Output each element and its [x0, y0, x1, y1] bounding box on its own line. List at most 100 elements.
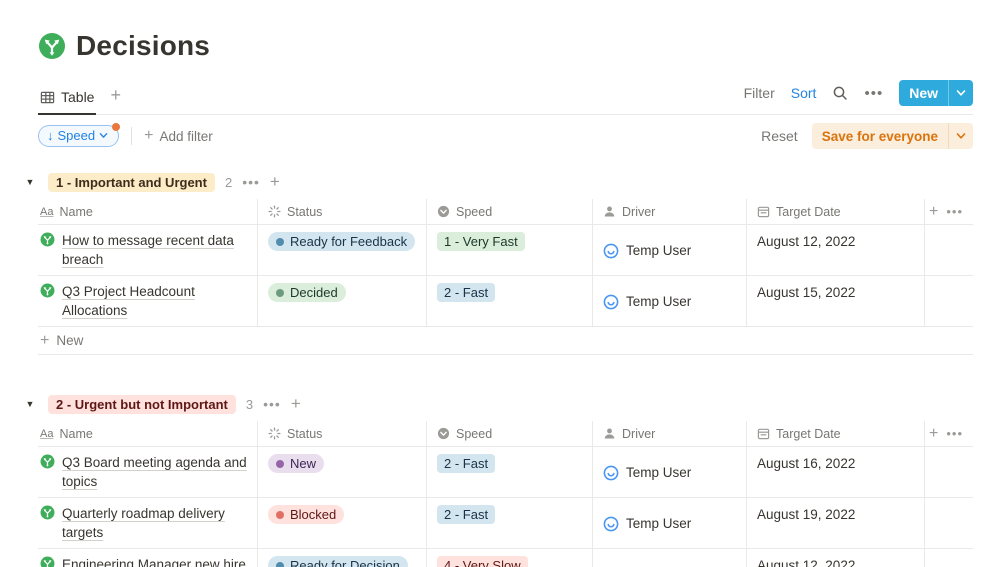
status-cell[interactable]: Ready for Feedback [258, 225, 427, 275]
column-header-status[interactable]: Status [258, 199, 427, 224]
calendar-icon [757, 427, 770, 440]
decisions-icon [40, 232, 55, 247]
decisions-icon[interactable] [38, 32, 66, 60]
name-cell[interactable]: Q3 Board meeting agenda and topics [38, 447, 258, 497]
select-icon [437, 205, 450, 218]
avatar [603, 516, 619, 532]
sort-chip-speed[interactable]: ↓ Speed [38, 123, 121, 147]
decisions-icon [40, 283, 55, 298]
name-cell[interactable]: Engineering Manager new hire approval [38, 549, 258, 567]
table-row: Q3 Project Headcount Allocations Decided… [38, 276, 973, 327]
target-date-cell[interactable]: August 16, 2022 [747, 447, 925, 497]
status-cell[interactable]: New [258, 447, 427, 497]
driver-cell[interactable]: Temp User [593, 447, 747, 497]
column-header-driver[interactable]: Driver [593, 199, 747, 224]
table-more-icon[interactable]: ••• [946, 204, 963, 219]
column-header-target-date[interactable]: Target Date [747, 421, 925, 446]
status-icon [268, 427, 281, 440]
sort-chip-label: Speed [57, 128, 96, 143]
column-header-speed[interactable]: Speed [427, 421, 593, 446]
name-cell[interactable]: Quarterly roadmap delivery targets [38, 498, 258, 548]
add-column-icon[interactable]: + [929, 424, 939, 442]
target-date-cell[interactable]: August 12, 2022 [747, 549, 925, 567]
status-cell[interactable]: Ready for Decision [258, 549, 427, 567]
column-header-name[interactable]: Aa Name [38, 421, 258, 446]
group-urgent-not-important: ▼ 2 - Urgent but not Important 3 ••• + A… [26, 391, 973, 567]
speed-cell[interactable]: 2 - Fast [427, 447, 593, 497]
decisions-icon [40, 556, 55, 567]
view-tab-bar: Table + Filter Sort ••• New [38, 80, 973, 115]
decisions-icon [40, 454, 55, 469]
tab-table[interactable]: Table [38, 85, 97, 115]
column-header-status[interactable]: Status [258, 421, 427, 446]
group-more-icon[interactable]: ••• [242, 174, 260, 190]
add-filter-button[interactable]: + Add filter [144, 127, 213, 144]
driver-cell[interactable]: Temp User [593, 549, 747, 567]
add-view-button[interactable]: + [110, 85, 121, 105]
group-add-row-icon[interactable]: + [269, 172, 280, 191]
table-more-icon[interactable]: ••• [946, 426, 963, 441]
tab-table-label: Table [61, 89, 95, 105]
status-icon [268, 205, 281, 218]
new-row-button[interactable]: + New [38, 327, 973, 355]
table-header-row: Aa Name Status Speed Driver Target Date +… [38, 199, 973, 225]
speed-cell[interactable]: 1 - Very Fast [427, 225, 593, 275]
plus-icon: + [40, 331, 50, 349]
group-collapse-toggle[interactable]: ▼ [25, 399, 35, 409]
group-title-pill[interactable]: 1 - Important and Urgent [48, 172, 215, 192]
target-date-cell[interactable]: August 15, 2022 [747, 276, 925, 326]
calendar-icon [757, 205, 770, 218]
name-cell[interactable]: Q3 Project Headcount Allocations [38, 276, 258, 326]
group-row-count: 3 [245, 396, 254, 412]
column-header-target-date[interactable]: Target Date [747, 199, 925, 224]
new-dropdown-button[interactable] [949, 80, 973, 106]
more-options-icon[interactable]: ••• [864, 84, 884, 102]
save-button-divider [948, 123, 949, 149]
column-header-actions: + ••• [925, 421, 973, 446]
column-header-driver[interactable]: Driver [593, 421, 747, 446]
text-icon: Aa [40, 427, 54, 440]
speed-cell[interactable]: 2 - Fast [427, 498, 593, 548]
save-dropdown-button[interactable] [949, 123, 973, 149]
status-dot [276, 510, 284, 519]
group-add-row-icon[interactable]: + [290, 394, 301, 413]
column-header-speed[interactable]: Speed [427, 199, 593, 224]
save-for-everyone-button[interactable]: Save for everyone [821, 128, 938, 144]
avatar [603, 465, 619, 481]
driver-cell[interactable]: Temp User [593, 498, 747, 548]
speed-cell[interactable]: 4 - Very Slow [427, 549, 593, 567]
name-cell[interactable]: How to message recent data breach [38, 225, 258, 275]
select-icon [437, 427, 450, 440]
page-title: Decisions [76, 30, 211, 61]
status-cell[interactable]: Blocked [258, 498, 427, 548]
filter-bar: ↓ Speed + Add filter Reset Save for ever… [38, 115, 973, 157]
speed-cell[interactable]: 2 - Fast [427, 276, 593, 326]
table-icon [40, 90, 55, 105]
sort-button[interactable]: Sort [790, 85, 817, 101]
new-button-group: New [899, 80, 973, 106]
driver-cell[interactable]: Temp User [593, 225, 747, 275]
page-header: Decisions [38, 30, 973, 62]
decisions-icon [40, 505, 55, 520]
group-collapse-toggle[interactable]: ▼ [25, 177, 35, 187]
driver-cell[interactable]: Temp User [593, 276, 747, 326]
new-button[interactable]: New [909, 85, 938, 101]
add-column-icon[interactable]: + [929, 202, 939, 220]
target-date-cell[interactable]: August 19, 2022 [747, 498, 925, 548]
table-header-row: Aa Name Status Speed Driver Target Date +… [38, 421, 973, 447]
divider [131, 127, 133, 145]
group-more-icon[interactable]: ••• [263, 396, 281, 412]
reset-button[interactable]: Reset [761, 128, 798, 144]
group-title-pill[interactable]: 2 - Urgent but not Important [48, 394, 236, 414]
column-header-name[interactable]: Aa Name [38, 199, 258, 224]
filter-button[interactable]: Filter [743, 85, 775, 101]
plus-icon: + [144, 127, 154, 144]
arrow-down-icon: ↓ [47, 128, 54, 143]
target-date-cell[interactable]: August 12, 2022 [747, 225, 925, 275]
save-button-group: Save for everyone [811, 123, 973, 149]
column-header-actions: + ••• [925, 199, 973, 224]
text-icon: Aa [40, 205, 54, 218]
status-cell[interactable]: Decided [258, 276, 427, 326]
search-icon[interactable] [832, 85, 848, 101]
